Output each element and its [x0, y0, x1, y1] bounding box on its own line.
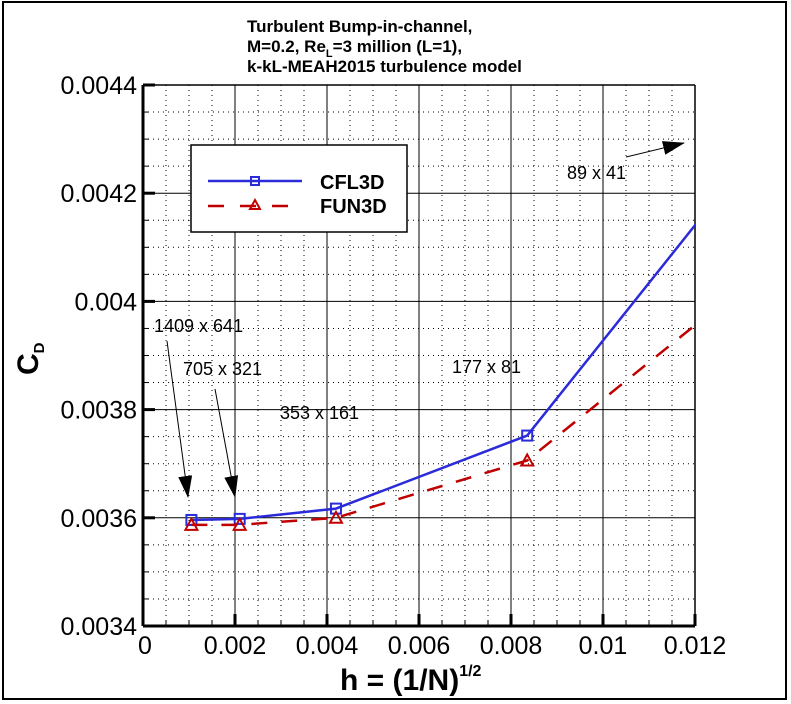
legend: CFL3D FUN3D: [190, 144, 408, 233]
axes: 0 0.002 0.004 0.006 0.008 0.01 0.012 0.0034 0.00…: [61, 72, 727, 660]
series-fun3d: [183, 323, 695, 531]
triangle-marker-icon: [248, 197, 262, 210]
x-tick-label: 0.004: [296, 632, 359, 660]
data-point: [519, 452, 535, 467]
x-tick-label: 0.012: [664, 632, 727, 660]
data-point: [233, 512, 246, 525]
x-tick-label: 0.008: [480, 632, 543, 660]
svg-text:FUN3D: FUN3D: [320, 196, 387, 218]
arrow-icon: [625, 141, 685, 158]
svg-text:h = (1/N)1/2: h = (1/N)1/2: [340, 663, 482, 697]
x-tick-label: 0: [138, 632, 152, 660]
y-tick-label: 0.0036: [61, 505, 137, 533]
x-axis-title: h = (1/N)1/2: [340, 663, 482, 697]
y-tick-label: 0.0038: [61, 397, 137, 425]
grid-size-annotation: 89 x 41: [567, 163, 626, 183]
chart-title: Turbulent Bump-in-channel, M=0.2, ReL=3 …: [247, 17, 522, 76]
svg-text:CFL3D: CFL3D: [320, 172, 384, 194]
title-line-3: k-kL-MEAH2015 turbulence model: [247, 57, 522, 76]
arrow-icon: [166, 340, 193, 498]
svg-text:CD: CD: [12, 342, 48, 375]
series-cfl3d: [185, 223, 695, 526]
y-tick-label: 0.0034: [61, 613, 138, 641]
grid-size-annotation: 1409 x 641: [154, 316, 243, 336]
legend-item-fun3d: FUN3D: [208, 196, 387, 218]
data-series: [183, 223, 695, 531]
data-point: [328, 509, 344, 524]
y-tick-label: 0.0044: [61, 72, 138, 100]
grid-lines: [142, 84, 696, 627]
grid-size-annotation: 353 x 161: [280, 403, 359, 423]
arrow-icon: [214, 388, 239, 498]
y-axis-title: CD: [12, 342, 48, 375]
title-line-2: M=0.2, ReL=3 million (L=1),: [247, 37, 462, 60]
square-marker-icon: [250, 176, 260, 186]
data-point: [521, 429, 534, 442]
x-tick-label: 0.002: [204, 632, 267, 660]
legend-item-cfl3d: CFL3D: [208, 172, 384, 194]
x-tick-label: 0.006: [388, 632, 451, 660]
x-tick-label: 0.01: [579, 632, 628, 660]
grid-size-annotation: 177 x 81: [452, 357, 521, 377]
title-line-1: Turbulent Bump-in-channel,: [247, 17, 472, 36]
annotations: 1409 x 641 705 x 321 353 x 161 177 x 81 89 x…: [154, 141, 685, 498]
data-point: [183, 516, 200, 531]
y-tick-label: 0.004: [74, 288, 137, 316]
data-point: [232, 516, 248, 531]
y-tick-label: 0.0042: [61, 180, 137, 208]
grid-size-annotation: 705 x 321: [183, 359, 262, 379]
